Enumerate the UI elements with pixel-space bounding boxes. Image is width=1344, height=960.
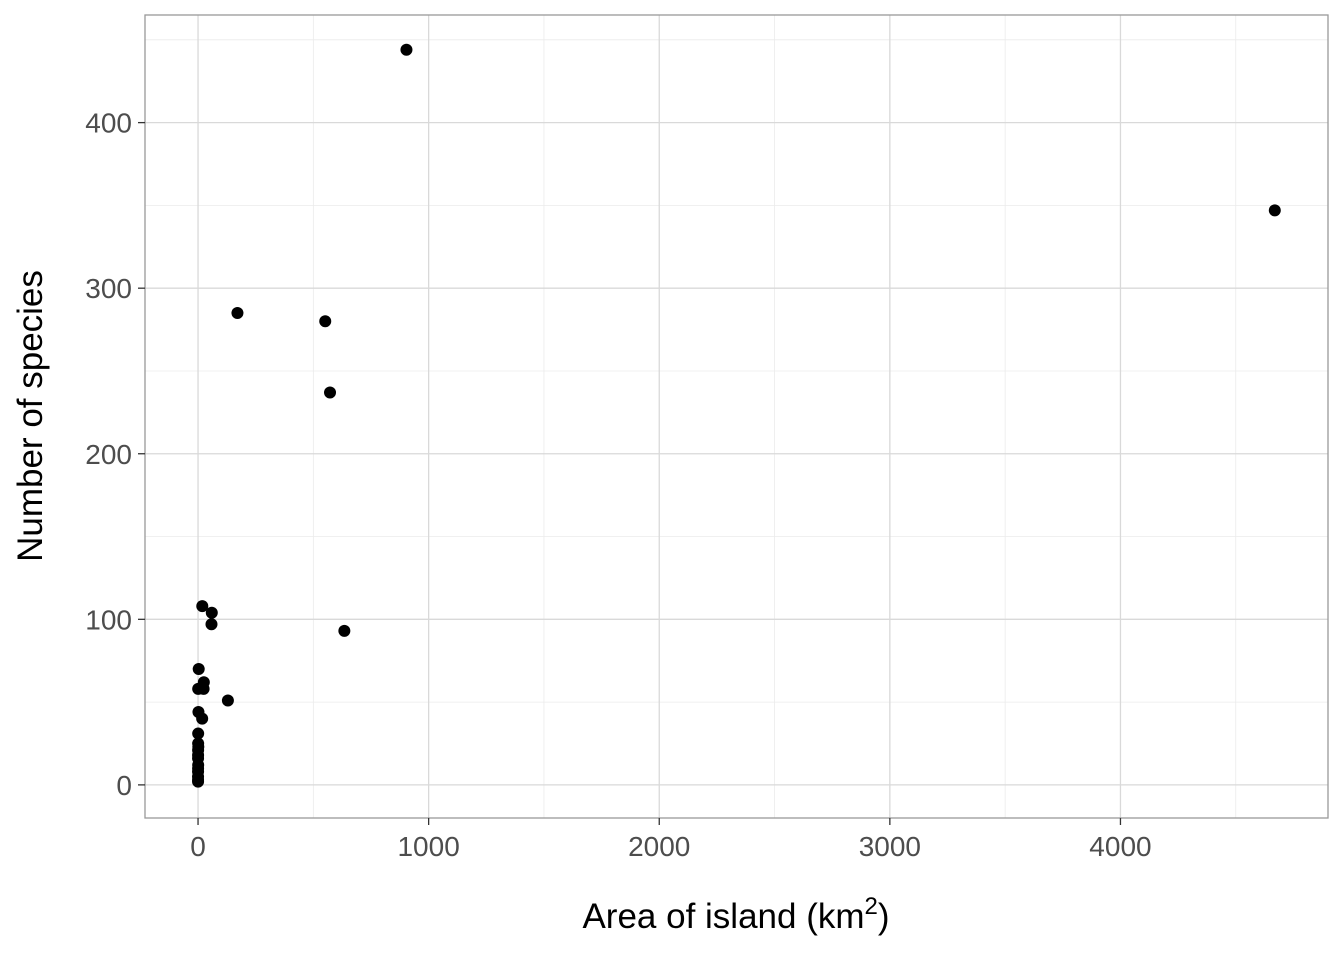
- data-point: [196, 600, 209, 613]
- x-axis-title-suffix: ): [878, 897, 890, 936]
- data-point: [221, 694, 234, 707]
- data-points: [192, 43, 1281, 788]
- data-point: [319, 315, 332, 328]
- data-point: [192, 775, 205, 788]
- x-tick-label: 0: [190, 831, 206, 862]
- panel-border: [144, 14, 1329, 819]
- y-axis-title: Number of species: [11, 270, 50, 562]
- x-tick-label: 2000: [628, 831, 690, 862]
- y-tick-label: 200: [85, 439, 132, 470]
- x-tick-label: 3000: [859, 831, 921, 862]
- data-point: [324, 386, 337, 399]
- data-point: [197, 682, 210, 695]
- plot-panel: [145, 15, 1328, 818]
- data-point: [205, 606, 218, 619]
- tick-labels: 0 1000 2000 3000 4000 0 100 200 300 400: [85, 108, 1151, 862]
- data-point: [196, 712, 209, 725]
- data-point: [205, 618, 218, 631]
- axis-ticks: [138, 121, 1122, 825]
- data-point: [338, 624, 351, 637]
- data-point: [1268, 204, 1281, 217]
- x-tick-label: 1000: [397, 831, 459, 862]
- data-point: [231, 307, 244, 320]
- x-tick-label: 4000: [1089, 831, 1151, 862]
- y-tick-label: 400: [85, 108, 132, 139]
- data-point: [192, 662, 205, 675]
- x-axis-title: Area of island (km2): [582, 893, 889, 936]
- data-point: [400, 43, 413, 56]
- y-tick-label: 300: [85, 273, 132, 304]
- y-tick-label: 0: [116, 770, 132, 801]
- data-point: [192, 727, 205, 740]
- x-axis-title-superscript: 2: [865, 893, 878, 920]
- y-tick-label: 100: [85, 604, 132, 635]
